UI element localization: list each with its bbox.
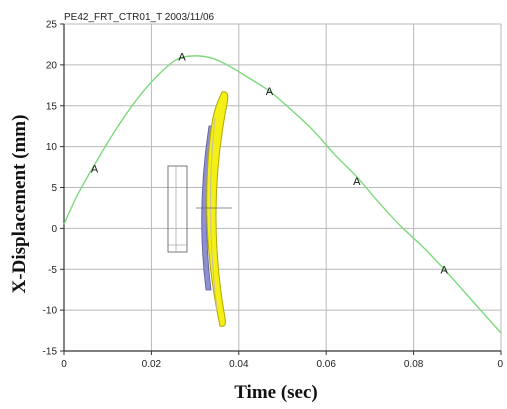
series-marker: A [266,86,274,98]
y-tick-label: -15 [43,347,58,358]
series-markers: A A A A A [91,52,449,277]
series-marker: A [91,164,99,176]
x-axis-label: Time (sec) [234,382,318,403]
axes [60,23,502,355]
x-tick-label: 0 [497,359,503,370]
wheel-part-illustration [167,91,232,327]
x-tick-label: 0.04 [229,359,249,370]
series-line-displacement [63,55,502,334]
y-axis-label: X-Displacement (mm) [9,115,30,294]
inset-bracket [167,165,188,253]
y-tick-label: 10 [46,142,58,153]
grid [63,23,502,352]
inset-rim-highlight [209,117,218,311]
x-tick-label: 0.08 [404,359,424,370]
series-marker: A [441,264,449,276]
series-marker: A [353,176,361,188]
y-tick-label: -10 [43,306,58,317]
x-tick-label: 0.06 [316,359,336,370]
y-tick-label: 0 [51,224,57,235]
y-tick-label: 15 [46,101,58,112]
x-tick-label: 0.02 [142,359,162,370]
y-tick-label: 25 [46,20,58,31]
y-tick-label: 5 [51,183,57,194]
y-tick-label: 20 [46,60,58,71]
chart-title: PE42_FRT_CTR01_T 2003/11/06 [64,12,215,23]
x-tick-label: 0 [61,359,67,370]
y-tick-label: -5 [48,265,57,276]
series-marker: A [178,52,186,64]
